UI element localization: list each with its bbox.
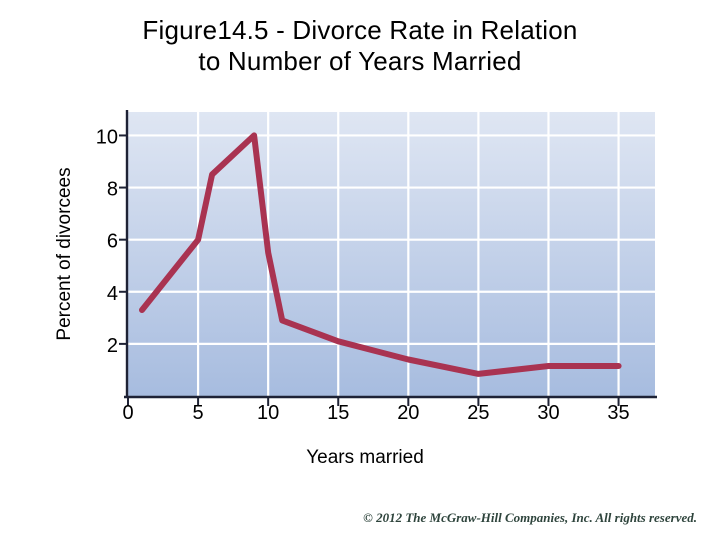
- chart-title: Figure14.5 - Divorce Rate in Relation to…: [0, 15, 720, 77]
- y-tick-label: 8: [107, 179, 118, 201]
- x-tick-label: 5: [193, 402, 204, 424]
- x-tick-label: 10: [257, 402, 279, 424]
- divorce-rate-line: [139, 132, 622, 377]
- x-tick-label: 20: [397, 402, 419, 424]
- chart-title-line2: to Number of Years Married: [198, 46, 522, 76]
- y-tick-label: 4: [107, 283, 118, 305]
- x-tick-label: 35: [607, 402, 629, 424]
- x-axis-label: Years married: [306, 447, 424, 468]
- copyright-footer: © 2012 The McGraw-Hill Companies, Inc. A…: [363, 510, 697, 525]
- x-tick-label: 0: [122, 402, 133, 424]
- y-tick-label: 2: [107, 335, 118, 357]
- plot-area: [128, 112, 655, 396]
- y-tick-label: 6: [107, 231, 118, 253]
- y-tick-label: 10: [96, 126, 118, 148]
- x-tick-label: 30: [537, 402, 559, 424]
- x-tick-label: 15: [327, 402, 349, 424]
- x-tick-label: 25: [467, 402, 489, 424]
- chart-title-line1: Figure14.5 - Divorce Rate in Relation: [142, 15, 578, 45]
- y-axis-label: Percent of divorcees: [54, 167, 75, 341]
